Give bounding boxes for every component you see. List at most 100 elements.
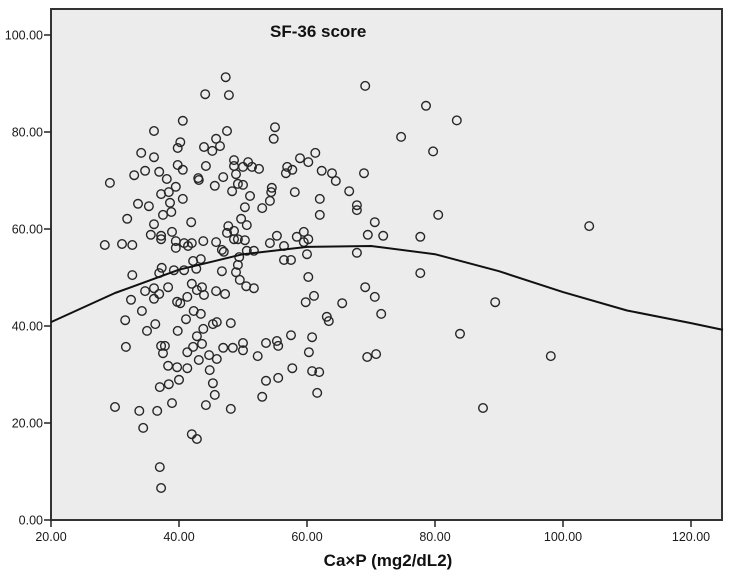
data-point [415, 231, 426, 242]
data-point [154, 166, 165, 177]
data-point [156, 483, 167, 494]
plot-area [50, 8, 723, 521]
data-point [221, 125, 232, 136]
data-point [286, 330, 297, 341]
data-point [252, 351, 263, 362]
data-point [218, 342, 229, 353]
data-point [360, 80, 371, 91]
x-axis-label: Ca×P (mg2/dL2) [324, 551, 453, 570]
data-point [156, 230, 167, 241]
data-point [220, 72, 231, 83]
data-point [166, 398, 177, 409]
data-point [188, 341, 199, 352]
data-point [351, 200, 362, 211]
data-point [273, 340, 284, 351]
data-point [182, 347, 193, 358]
data-point [220, 289, 231, 300]
data-point [207, 145, 218, 156]
data-point [163, 379, 174, 390]
data-point [182, 363, 193, 374]
data-point [195, 308, 206, 319]
data-point [232, 234, 243, 245]
data-point [127, 239, 138, 250]
y-tick-label: 20.00 [12, 417, 43, 431]
data-point [221, 227, 232, 238]
data-point [268, 133, 279, 144]
data-point [175, 137, 186, 148]
data-point [152, 405, 163, 416]
data-point [234, 274, 245, 285]
data-point [237, 179, 248, 190]
data-point [351, 247, 362, 258]
data-point [378, 230, 389, 241]
data-point [253, 163, 264, 174]
data-point [362, 352, 373, 363]
data-point [287, 363, 298, 374]
data-point [295, 153, 306, 164]
data-point [156, 262, 167, 273]
data-point [148, 152, 159, 163]
data-point [316, 165, 327, 176]
data-point [244, 190, 255, 201]
data-point [298, 226, 309, 237]
data-point [241, 245, 252, 256]
data-point [545, 351, 556, 362]
data-point [166, 226, 177, 237]
data-point [239, 235, 250, 246]
data-point [232, 178, 243, 189]
data-point [211, 317, 222, 328]
data-point [236, 213, 247, 224]
data-point [109, 402, 120, 413]
data-point [230, 169, 241, 180]
data-point [302, 249, 313, 260]
data-point [198, 141, 209, 152]
data-point [209, 180, 220, 191]
data-point [218, 246, 229, 257]
data-point [227, 342, 238, 353]
data-point [216, 266, 227, 277]
data-point [140, 286, 151, 297]
data-point [478, 403, 489, 414]
data-point [421, 100, 432, 111]
data-point [227, 186, 238, 197]
data-point [237, 338, 248, 349]
data-point [99, 239, 110, 250]
data-point [170, 242, 181, 253]
x-tick-label: 100.00 [544, 530, 582, 544]
x-tick-label: 80.00 [419, 530, 450, 544]
data-point [186, 278, 197, 289]
data-point [264, 238, 275, 249]
data-points [99, 72, 595, 494]
x-tick-label: 20.00 [35, 530, 66, 544]
data-point [198, 323, 209, 334]
data-point [173, 374, 184, 385]
data-point [241, 220, 252, 231]
data-point [451, 115, 462, 126]
data-point [223, 90, 234, 101]
data-point [232, 259, 243, 270]
data-point [156, 189, 167, 200]
data-point [344, 186, 355, 197]
data-point [271, 336, 282, 347]
data-point [291, 231, 302, 242]
data-point [307, 332, 318, 343]
data-point [156, 340, 167, 351]
data-point [136, 306, 147, 317]
x-tick-label: 60.00 [291, 530, 322, 544]
data-point [351, 205, 362, 216]
data-point [191, 285, 202, 296]
data-point [191, 434, 202, 445]
data-point [211, 286, 222, 297]
y-tick-label: 40.00 [12, 320, 43, 334]
data-point [186, 238, 197, 249]
data-point [330, 175, 341, 186]
data-point [303, 347, 314, 358]
data-point [172, 325, 183, 336]
data-point [177, 193, 188, 204]
data-point [150, 319, 161, 330]
data-point [282, 161, 293, 172]
data-point [125, 294, 136, 305]
data-point [310, 147, 321, 158]
fit-curve [50, 245, 724, 331]
